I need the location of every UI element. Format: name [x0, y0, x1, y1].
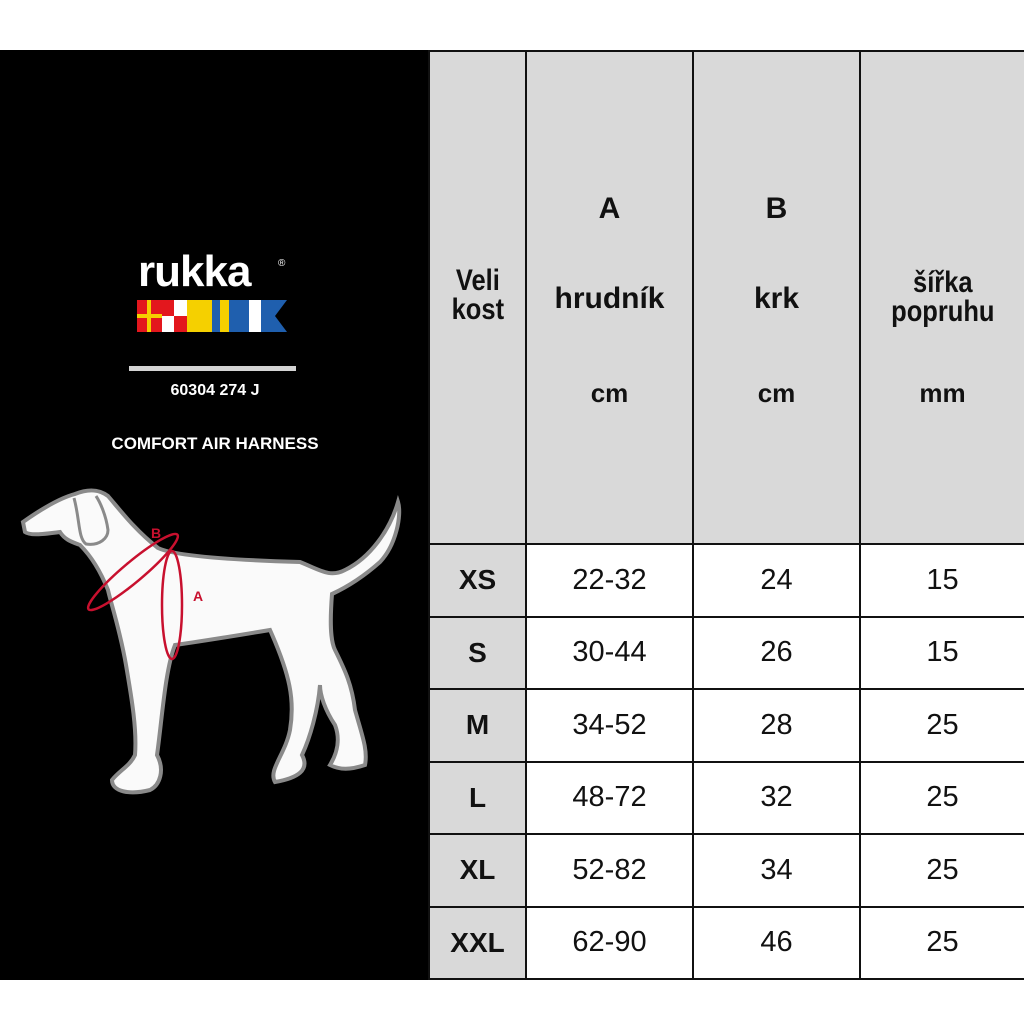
table-row: XXL 62-90 46 25: [428, 905, 1024, 980]
size-cell: XS: [428, 543, 527, 618]
dog-ear: [72, 495, 110, 546]
table-row: L 48-72 32 25: [428, 760, 1024, 835]
strap-width-cell: 25: [859, 688, 1024, 763]
signal-flags-logo: [137, 300, 287, 332]
table-row: XS 22-32 24 15: [428, 543, 1024, 618]
chest-cell: 22-32: [525, 543, 694, 618]
table-header-row: Veli kost A hrudník cm B krk cm šířka popr…: [428, 50, 1024, 545]
chest-cell: 30-44: [525, 615, 694, 690]
strap-width-cell: 15: [859, 543, 1024, 618]
neck-label: B: [151, 525, 161, 541]
chest-measure-ring: [160, 549, 184, 661]
chest-cell: 34-52: [525, 688, 694, 763]
chest-cell: 62-90: [525, 905, 694, 980]
product-code: 60304 274 J: [170, 382, 260, 399]
rukka-logo: rukka: [138, 247, 251, 296]
size-cell: XL: [428, 833, 527, 908]
chest-cell: 48-72: [525, 760, 694, 835]
table-row: XL 52-82 34 25: [428, 833, 1024, 908]
registered-mark: ®: [278, 258, 286, 269]
size-cell: L: [428, 760, 527, 835]
dog-measurement-diagram: B A: [20, 488, 402, 795]
neck-cell: 26: [692, 615, 861, 690]
size-cell: S: [428, 615, 527, 690]
size-table: Veli kost A hrudník cm B krk cm šířka popr…: [428, 50, 1024, 980]
neck-cell: 24: [692, 543, 861, 618]
neck-cell: 46: [692, 905, 861, 980]
header-neck: B krk cm: [692, 50, 861, 545]
chest-cell: 52-82: [525, 833, 694, 908]
size-cell: XXL: [428, 905, 527, 980]
header-strap-width: šířka popruhu mm: [859, 50, 1024, 545]
header-size: Veli kost: [428, 50, 527, 545]
neck-cell: 32: [692, 760, 861, 835]
product-name: COMFORT AIR HARNESS: [111, 434, 319, 453]
strap-width-cell: 15: [859, 615, 1024, 690]
table-row: M 34-52 28 25: [428, 688, 1024, 763]
size-cell: M: [428, 688, 527, 763]
neck-measure-ring: [86, 532, 180, 612]
strap-width-cell: 25: [859, 833, 1024, 908]
neck-cell: 28: [692, 688, 861, 763]
strap-width-cell: 25: [859, 905, 1024, 980]
neck-cell: 34: [692, 833, 861, 908]
strap-width-cell: 25: [859, 760, 1024, 835]
header-chest: A hrudník cm: [525, 50, 694, 545]
table-row: S 30-44 26 15: [428, 615, 1024, 690]
chest-label: A: [193, 588, 203, 604]
divider: [129, 366, 296, 371]
dog-silhouette: [20, 488, 402, 795]
